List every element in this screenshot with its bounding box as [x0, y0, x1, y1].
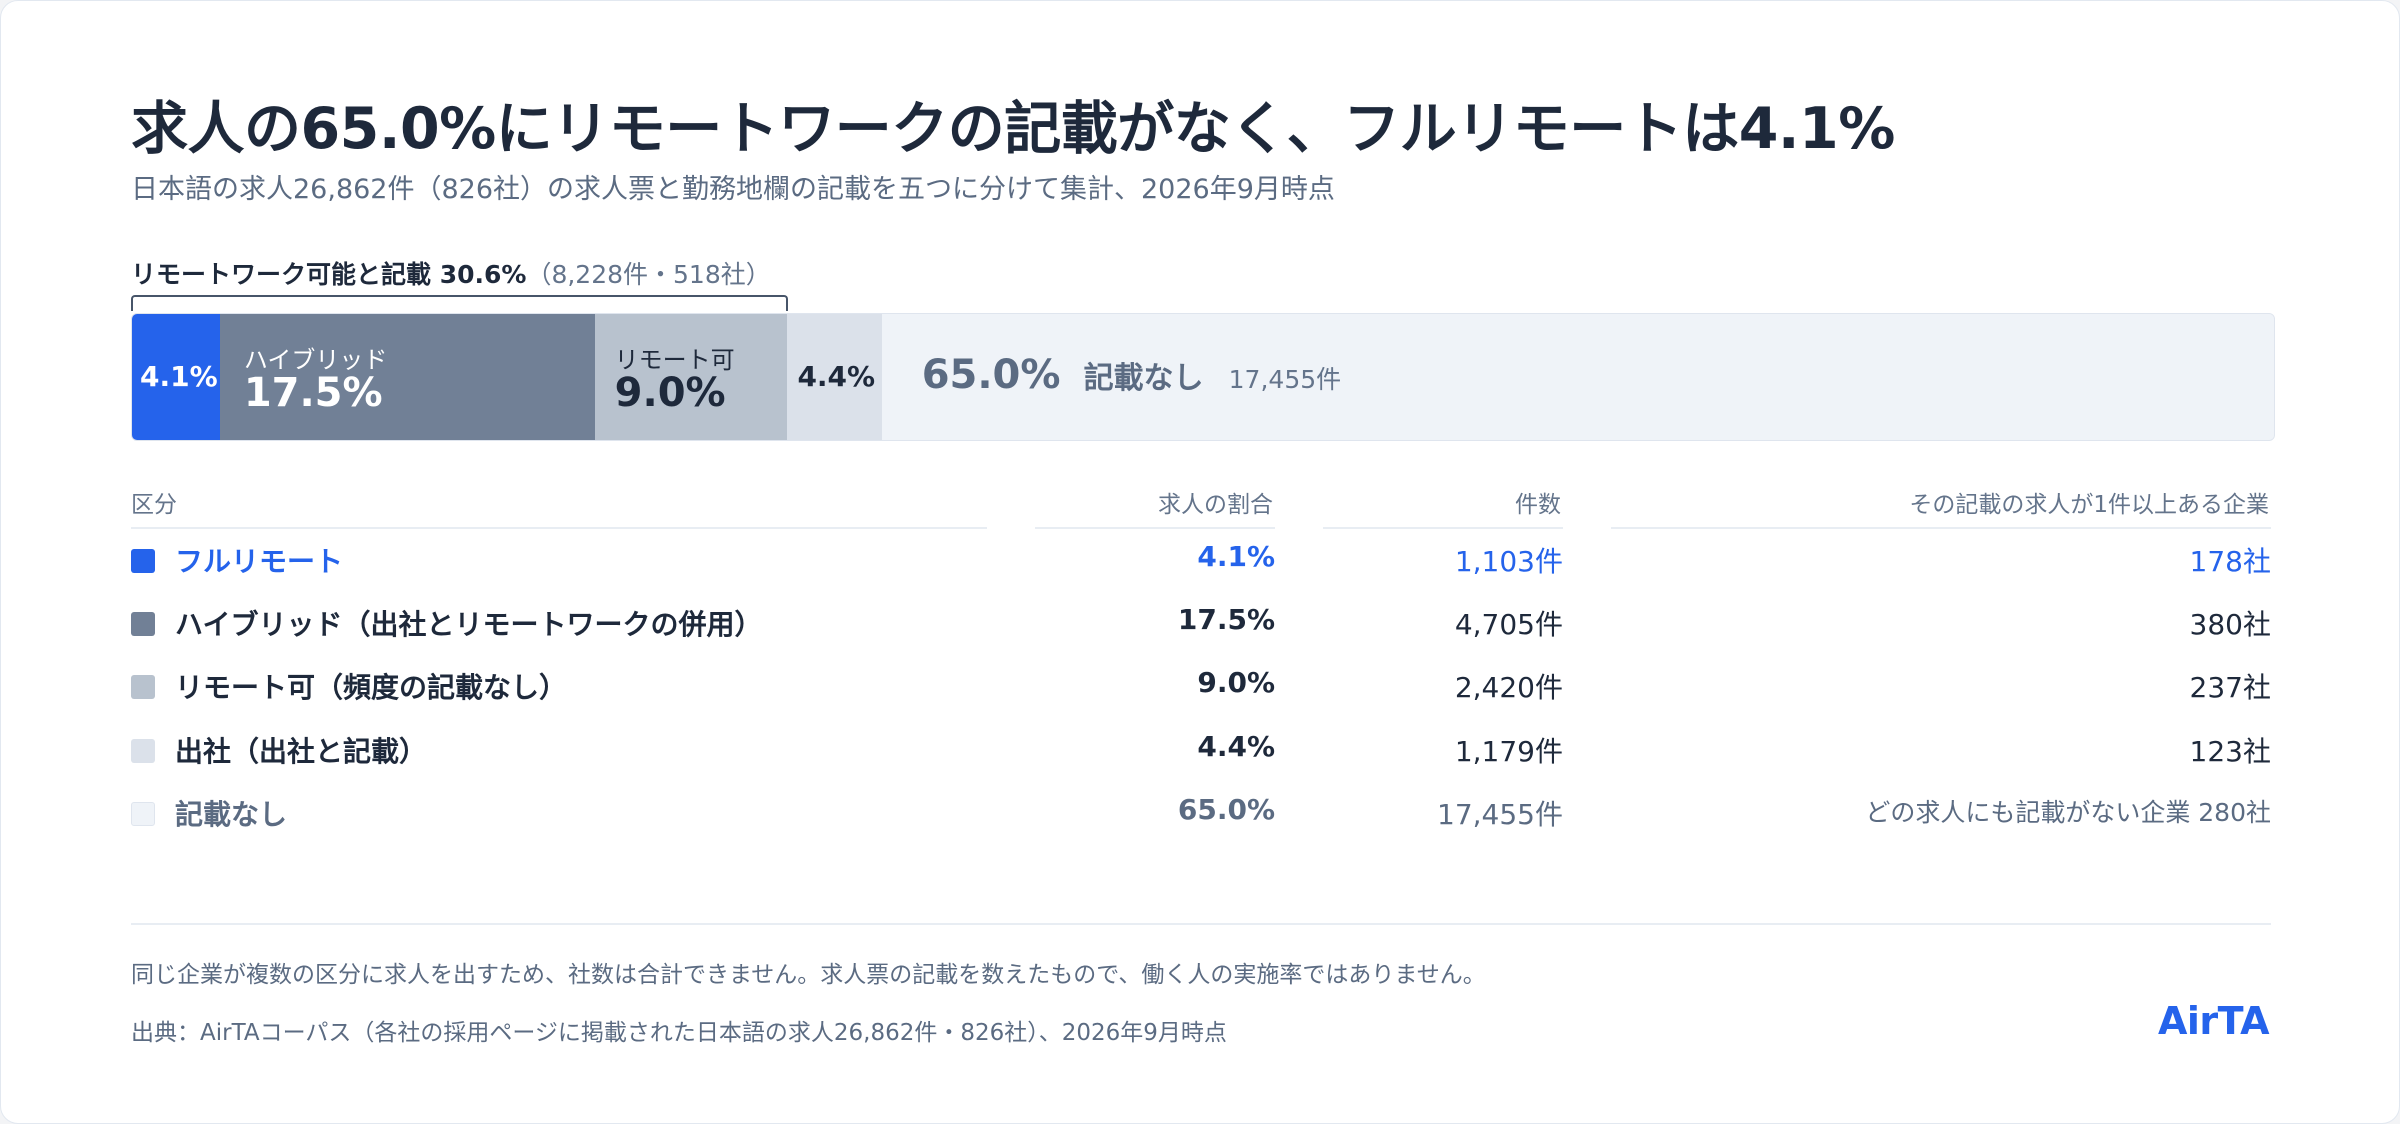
legend-swatch — [131, 675, 155, 699]
legend-swatch — [131, 802, 155, 826]
row-category: 記載なし — [175, 798, 288, 831]
remote-possible-bracket-label: リモートワーク可能と記載 30.6%（8,228件・518社） — [131, 255, 771, 291]
bar-segment-full-remote: 4.1% — [132, 314, 220, 440]
row-count: 2,420件 — [1454, 671, 1563, 704]
table-header-companies: その記載の求人が1件以上ある企業 — [1909, 492, 2269, 518]
footer-note: 同じ企業が複数の区分に求人を出すため、社数は合計できません。求人票の記載を数えた… — [131, 962, 1486, 988]
row-category: リモート可（頻度の記載なし） — [175, 671, 568, 704]
row-category: 出社（出社と記載） — [175, 735, 428, 768]
table-row: フルリモート 4.1% 1,103件 178社 — [1, 531, 2400, 591]
table-header-rule — [1035, 527, 1275, 529]
row-share: 17.5% — [1177, 603, 1275, 636]
row-companies: 123社 — [2189, 735, 2271, 768]
legend-swatch — [131, 549, 155, 573]
chart-subtitle: 日本語の求人26,862件（826社）の求人票と勤務地欄の記載を五つに分けて集計… — [131, 174, 1335, 205]
bar-label-full-remote-pct: 4.1% — [140, 360, 218, 393]
remote-possible-count: （8,228件・518社） — [526, 260, 771, 289]
legend-swatch — [131, 612, 155, 636]
bar-label-none-pct: 65.0% — [921, 352, 1061, 398]
footer-divider — [131, 923, 2271, 925]
row-category: フルリモート — [175, 545, 344, 578]
table-header-rule — [1611, 527, 2271, 529]
row-share: 4.1% — [1197, 540, 1275, 573]
table-header-share: 求人の割合 — [1158, 492, 1273, 518]
bar-label-office-pct: 4.4% — [797, 360, 876, 393]
remote-possible-bracket — [131, 295, 789, 311]
row-category: ハイブリッド（出社とリモートワークの併用） — [175, 608, 763, 641]
bar-segment-none: 65.0% 記載なし 17,455件 — [881, 314, 2274, 440]
table-header-rule — [1323, 527, 1563, 529]
bar-segment-remote-ok: リモート可 9.0% — [594, 314, 788, 440]
table-row: 出社（出社と記載） 4.4% 1,179件 123社 — [1, 721, 2400, 781]
row-count: 17,455件 — [1437, 798, 1563, 831]
bar-segment-office: 4.4% — [787, 314, 882, 440]
table-row: ハイブリッド（出社とリモートワークの併用） 17.5% 4,705件 380社 — [1, 594, 2400, 654]
chart-title: 求人の65.0%にリモートワークの記載がなく、フルリモートは4.1% — [131, 96, 1895, 162]
bar-label-remote-ok-pct: 9.0% — [614, 370, 726, 416]
table-header-count: 件数 — [1515, 492, 1561, 518]
bar-label-hybrid-pct: 17.5% — [243, 370, 383, 416]
footer-source: 出典：AirTAコーパス（各社の採用ページに掲載された日本語の求人26,862件… — [131, 1020, 1227, 1046]
bar-label-hybrid: ハイブリッド — [243, 346, 388, 374]
brand-logo: AirTA — [2157, 999, 2270, 1043]
row-share: 9.0% — [1197, 666, 1275, 699]
remote-possible-share: リモートワーク可能と記載 30.6% — [131, 260, 527, 289]
row-companies: 380社 — [2189, 608, 2271, 641]
row-share: 65.0% — [1177, 793, 1275, 826]
row-companies: 178社 — [2189, 545, 2271, 578]
bar-label-none-group: 65.0% 記載なし 17,455件 — [922, 352, 1341, 398]
row-count: 1,179件 — [1454, 735, 1563, 768]
row-companies: 237社 — [2189, 671, 2271, 704]
table-row: 記載なし 65.0% 17,455件 どの求人にも記載がない企業 280社 — [1, 784, 2400, 844]
table-row: リモート可（頻度の記載なし） 9.0% 2,420件 237社 — [1, 657, 2400, 717]
row-companies: どの求人にも記載がない企業 280社 — [1865, 798, 2271, 827]
bar-segment-hybrid: ハイブリッド 17.5% — [219, 314, 595, 440]
row-count: 4,705件 — [1454, 608, 1563, 641]
row-count: 1,103件 — [1454, 545, 1563, 578]
legend-swatch — [131, 739, 155, 763]
table-header-category: 区分 — [131, 492, 177, 518]
bar-label-remote-ok: リモート可 — [614, 346, 735, 374]
stacked-share-bar: 4.1% ハイブリッド 17.5% リモート可 9.0% 4.4% 65.0% … — [131, 313, 2275, 441]
table-header-rule — [131, 527, 987, 529]
bar-label-none: 記載なし — [1083, 361, 1204, 396]
bar-label-none-count: 17,455件 — [1228, 365, 1342, 394]
row-share: 4.4% — [1197, 730, 1275, 763]
